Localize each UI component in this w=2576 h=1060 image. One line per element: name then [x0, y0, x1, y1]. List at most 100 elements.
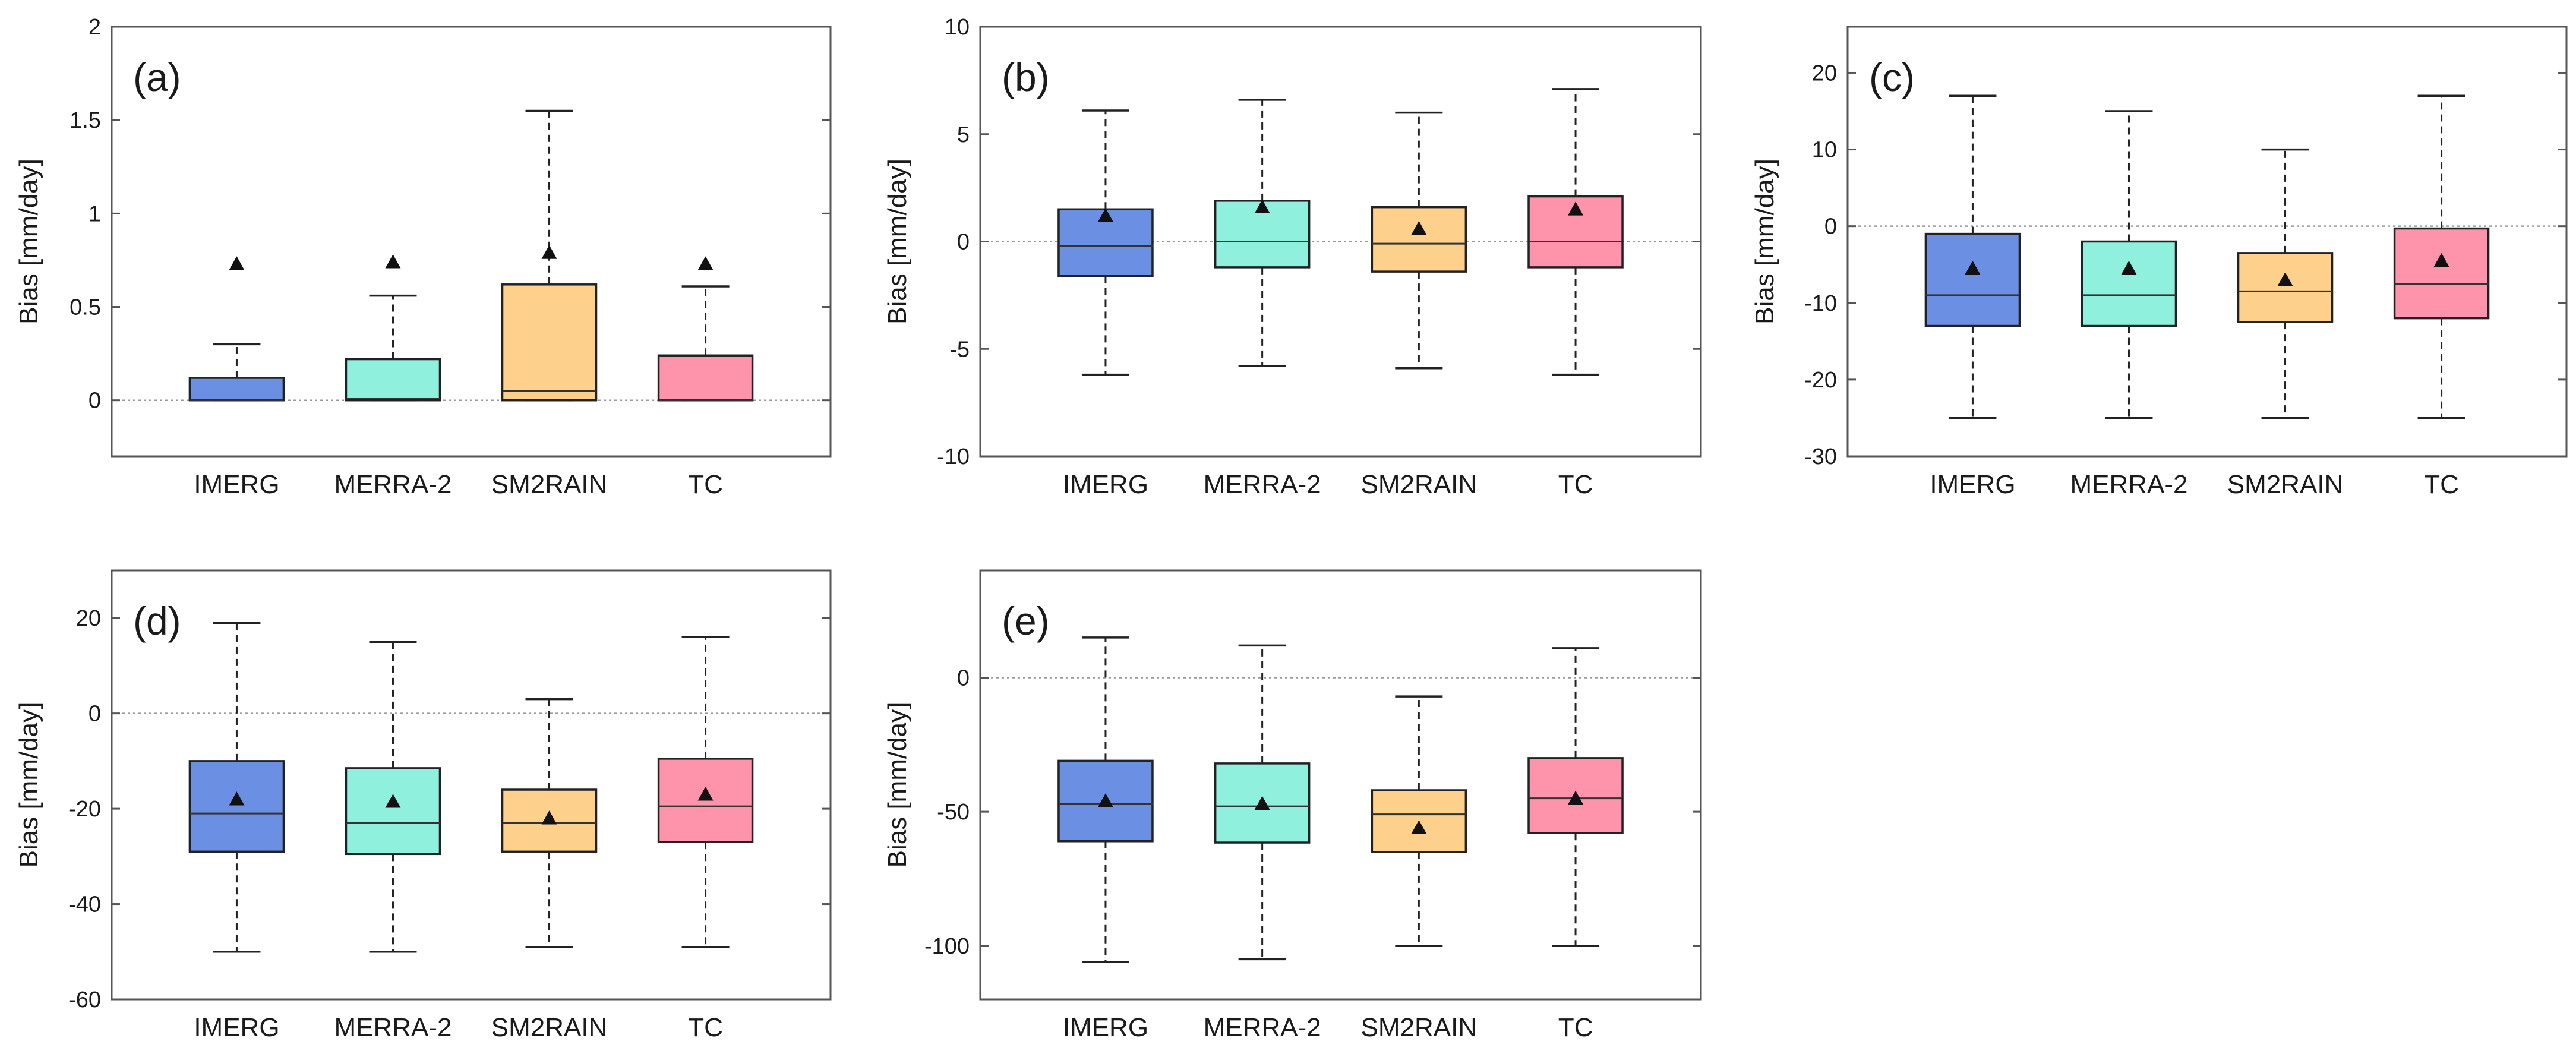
mean-marker: [1254, 199, 1270, 214]
x-category-label: MERRA-2: [2070, 470, 2187, 499]
y-tick-label: -40: [68, 892, 101, 917]
x-category-label: SM2RAIN: [2227, 470, 2344, 499]
mean-marker: [229, 791, 245, 806]
box-merra-2: [2081, 110, 2177, 419]
x-category-label: TC: [2424, 470, 2459, 499]
y-tick-label: -30: [1804, 444, 1837, 469]
y-tick-label: 10: [1812, 138, 1837, 163]
y-axis-label: Bias [mm/day]: [14, 702, 43, 868]
y-tick-label: -100: [924, 934, 970, 959]
iqr-box: [1371, 206, 1467, 273]
x-category-label: TC: [1558, 470, 1593, 499]
iqr-box: [188, 377, 285, 402]
y-tick-label: -10: [937, 444, 970, 469]
box-sm2rain: [501, 698, 598, 948]
iqr-box: [501, 283, 598, 402]
y-tick-label: 5: [957, 122, 970, 147]
y-tick-label: -5: [949, 337, 970, 362]
box-tc: [1527, 88, 1624, 376]
panel-label: (d): [133, 599, 181, 643]
panel-a: 0 0.5 1 1.5 2 Bias [mm/day] (a) IMERG MERRA-2 SM2…: [14, 15, 832, 499]
y-tick-label: 0: [957, 230, 970, 255]
panel-d: -60 -40 -20 0 20 Bias [mm/day] (d) IMERG MERRA-2…: [14, 569, 832, 1042]
mean-marker: [1568, 790, 1584, 805]
panel-label: (b): [1002, 55, 1050, 99]
x-category-label: SM2RAIN: [491, 1013, 608, 1042]
box-sm2rain: [1371, 695, 1467, 947]
iqr-box: [345, 358, 441, 402]
x-category-label: IMERG: [1063, 470, 1148, 499]
mean-marker: [229, 256, 245, 270]
x-category-label: TC: [1558, 1013, 1593, 1042]
mean-marker: [385, 794, 401, 808]
iqr-box: [345, 767, 441, 856]
box-merra-2: [345, 641, 441, 953]
mean-marker: [541, 810, 557, 825]
y-axis-label: Bias [mm/day]: [14, 159, 43, 324]
box-tc: [2393, 94, 2490, 419]
x-category-label: SM2RAIN: [1361, 470, 1478, 499]
panel-label: (a): [133, 55, 181, 99]
box-tc: [657, 636, 754, 948]
iqr-box: [188, 760, 285, 853]
mean-marker: [2277, 272, 2293, 286]
x-category-label: IMERG: [1063, 1013, 1148, 1042]
y-tick-label: -20: [1804, 368, 1837, 393]
y-axis-label: Bias [mm/day]: [883, 159, 912, 324]
box-imerg: [1057, 636, 1154, 963]
y-tick-label: 0: [89, 389, 101, 414]
panel-label: (e): [1002, 599, 1050, 643]
x-category-label: IMERG: [1930, 470, 2015, 499]
y-tick-label: 2: [89, 15, 101, 40]
y-tick-label: 1.5: [70, 108, 101, 133]
x-category-label: IMERG: [194, 470, 279, 499]
box-sm2rain: [501, 109, 598, 402]
mean-marker: [697, 256, 714, 270]
y-tick-label: 0: [957, 666, 970, 691]
box-sm2rain: [1371, 111, 1467, 370]
iqr-box: [657, 354, 754, 402]
y-axis-label: Bias [mm/day]: [1750, 159, 1779, 324]
box-merra-2: [1214, 99, 1311, 367]
box-imerg: [1924, 94, 2021, 419]
box-tc: [657, 256, 754, 402]
mean-marker: [541, 245, 557, 259]
x-category-label: MERRA-2: [334, 470, 452, 499]
y-tick-label: 0: [1824, 214, 1837, 239]
y-tick-label: 0.5: [70, 295, 101, 320]
x-category-label: MERRA-2: [1204, 470, 1321, 499]
mean-marker: [2433, 253, 2449, 267]
iqr-box: [2081, 240, 2177, 327]
box-sm2rain: [2237, 148, 2334, 419]
y-tick-label: 1: [89, 201, 101, 226]
y-tick-label: -60: [68, 988, 101, 1012]
y-axis-label: Bias [mm/day]: [883, 702, 912, 868]
iqr-box: [1057, 208, 1154, 277]
y-tick-label: 10: [945, 15, 970, 40]
y-tick-label: 0: [89, 702, 101, 727]
box-imerg: [1057, 109, 1154, 376]
panel-c: -30 -20 -10 0 10 20 Bias [mm/day] (c) IMERG MERRA…: [1750, 26, 2568, 499]
mean-marker: [1097, 793, 1113, 807]
x-category-label: TC: [688, 1013, 723, 1042]
y-tick-label: -10: [1804, 291, 1837, 316]
mean-marker: [1965, 260, 1981, 275]
mean-marker: [1568, 201, 1584, 216]
x-category-label: SM2RAIN: [1361, 1013, 1478, 1042]
mean-marker: [697, 787, 714, 801]
iqr-box: [2237, 252, 2334, 323]
box-tc: [1527, 647, 1624, 947]
iqr-box: [1924, 232, 2021, 327]
mean-marker: [1097, 208, 1113, 222]
box-imerg: [188, 622, 285, 953]
x-category-label: IMERG: [194, 1013, 279, 1042]
iqr-box: [2393, 227, 2490, 320]
box-merra-2: [345, 254, 441, 402]
x-category-label: MERRA-2: [1204, 1013, 1321, 1042]
box-merra-2: [1214, 644, 1311, 961]
x-category-label: MERRA-2: [334, 1013, 452, 1042]
y-tick-label: -50: [937, 800, 970, 825]
y-tick-label: 20: [76, 606, 101, 631]
